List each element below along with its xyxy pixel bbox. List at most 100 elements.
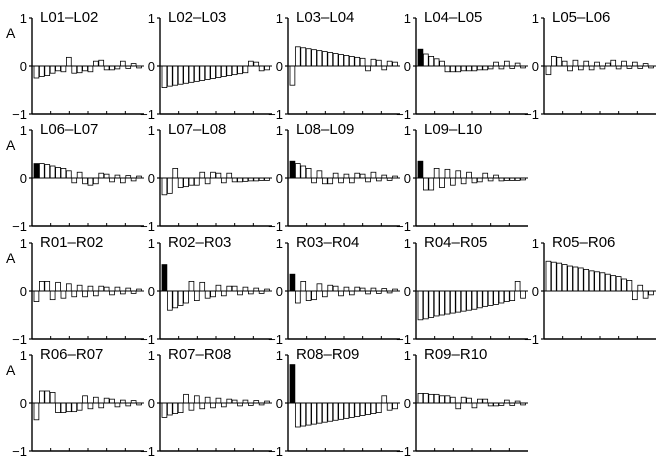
bar bbox=[455, 65, 462, 73]
bar bbox=[294, 402, 301, 428]
bar bbox=[321, 402, 328, 423]
bar bbox=[82, 290, 88, 298]
y-tick-label: 0 bbox=[20, 284, 27, 299]
bar bbox=[433, 290, 440, 317]
bar bbox=[87, 402, 94, 410]
panel: 1 0 −1 R09–R10 bbox=[396, 346, 528, 459]
bar bbox=[386, 60, 393, 67]
bar bbox=[33, 163, 40, 179]
bar bbox=[210, 65, 216, 79]
bar bbox=[588, 270, 595, 292]
bar bbox=[226, 285, 233, 292]
bar bbox=[493, 61, 499, 67]
y-tick-label: 1 bbox=[276, 11, 283, 26]
bar bbox=[311, 49, 317, 67]
bar bbox=[348, 290, 355, 296]
bar bbox=[311, 402, 317, 425]
y-tick-label: −1 bbox=[396, 444, 411, 459]
bar bbox=[455, 290, 462, 313]
bar bbox=[193, 65, 200, 82]
panel-title: R06–R07 bbox=[40, 346, 103, 363]
bar bbox=[237, 65, 243, 75]
bar bbox=[422, 53, 429, 67]
bar bbox=[294, 46, 301, 67]
bar bbox=[359, 402, 366, 416]
bar bbox=[161, 264, 168, 292]
bar bbox=[161, 402, 168, 418]
bar bbox=[471, 65, 478, 72]
bar bbox=[166, 177, 173, 194]
bar bbox=[354, 286, 361, 292]
bar bbox=[433, 58, 440, 67]
bar bbox=[289, 364, 296, 404]
bar bbox=[193, 290, 200, 302]
y-tick-label: −1 bbox=[140, 107, 155, 122]
bar bbox=[561, 60, 568, 67]
bar bbox=[551, 261, 557, 292]
bar bbox=[605, 273, 611, 292]
bar bbox=[476, 398, 483, 404]
bar bbox=[460, 65, 467, 72]
bar bbox=[621, 60, 627, 67]
bar bbox=[311, 177, 317, 184]
bar bbox=[316, 283, 323, 292]
bar bbox=[338, 54, 344, 67]
bar bbox=[599, 272, 606, 292]
bar bbox=[55, 65, 61, 72]
bar bbox=[120, 177, 126, 184]
bar bbox=[305, 402, 312, 426]
bar bbox=[321, 177, 328, 185]
y-tick-label: 1 bbox=[148, 236, 155, 251]
bar bbox=[39, 65, 45, 77]
bar bbox=[114, 402, 121, 408]
y-tick-label: −1 bbox=[268, 107, 283, 122]
y-tick-label: 1 bbox=[20, 123, 27, 138]
bar bbox=[247, 60, 254, 67]
panel: 1 0 −1 R05–R06 bbox=[524, 234, 656, 347]
panel-title: L04–L05 bbox=[424, 9, 482, 26]
bar bbox=[93, 177, 99, 185]
y-tick-label: 0 bbox=[148, 171, 155, 186]
bar bbox=[49, 165, 56, 179]
bar bbox=[422, 290, 429, 320]
y-tick-label: 1 bbox=[148, 348, 155, 363]
panel-title: R05–R06 bbox=[552, 234, 615, 251]
bar bbox=[381, 395, 388, 404]
bar bbox=[476, 177, 483, 183]
bar bbox=[33, 402, 40, 421]
y-tick-label: −1 bbox=[12, 332, 27, 347]
y-tick-label: 1 bbox=[20, 11, 27, 26]
bar bbox=[545, 260, 552, 292]
bar bbox=[428, 177, 435, 191]
bar bbox=[109, 65, 115, 71]
bar bbox=[359, 57, 366, 67]
bar bbox=[60, 290, 67, 299]
bar bbox=[103, 173, 110, 179]
bar bbox=[166, 290, 173, 311]
y-tick-label: 0 bbox=[532, 284, 539, 299]
panel-title: R03–R04 bbox=[296, 234, 359, 251]
bar bbox=[343, 55, 350, 67]
y-tick-label: 0 bbox=[276, 396, 283, 411]
y-tick-label: −1 bbox=[396, 332, 411, 347]
bar bbox=[98, 402, 105, 409]
y-tick-label: −1 bbox=[12, 444, 27, 459]
bar bbox=[210, 402, 216, 409]
bar bbox=[109, 398, 115, 404]
bar bbox=[183, 177, 189, 188]
bar bbox=[365, 402, 371, 415]
bar bbox=[460, 177, 467, 185]
bar bbox=[428, 56, 435, 67]
y-tick-label: 0 bbox=[404, 396, 411, 411]
bar bbox=[332, 53, 339, 67]
panel-title: R08–R09 bbox=[296, 346, 359, 363]
bar bbox=[44, 65, 51, 77]
bar bbox=[338, 177, 344, 184]
bar bbox=[215, 397, 222, 404]
bar bbox=[327, 284, 334, 292]
bar bbox=[482, 290, 489, 307]
bar bbox=[338, 290, 344, 297]
bar bbox=[258, 65, 265, 72]
bar bbox=[33, 290, 40, 302]
